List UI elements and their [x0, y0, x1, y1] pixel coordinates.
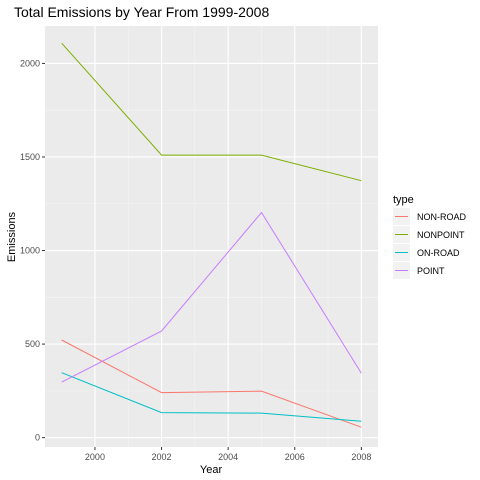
- series-line-non-road: [61, 339, 362, 428]
- legend-title: type: [393, 194, 414, 206]
- gridlines: [45, 26, 378, 447]
- x-tick-label: 2000: [85, 452, 105, 462]
- series-line-on-road: [61, 372, 362, 422]
- y-axis-title: Emissions: [6, 211, 18, 262]
- y-tick-label: 1500: [20, 152, 40, 162]
- y-tick-label: 1000: [20, 246, 40, 256]
- legend-label-on-road: ON-ROAD: [417, 248, 460, 258]
- series-line-point: [61, 211, 362, 383]
- x-tick-label: 2002: [152, 452, 172, 462]
- y-tick-label: 2000: [20, 58, 40, 68]
- series-line-nonpoint: [61, 42, 362, 182]
- chart-title: Total Emissions by Year From 1999-2008: [14, 4, 269, 20]
- legend-label-nonpoint: NONPOINT: [417, 230, 465, 240]
- legend-label-non-road: NON-ROAD: [417, 212, 466, 222]
- legend: type NON-ROAD NONPOINT ON-ROAD POINT: [393, 194, 466, 279]
- x-axis-title: Year: [200, 464, 223, 476]
- axis-ticks: 2000 2002 2004 2006 2008 0 500 1000 1500 2000: [20, 58, 371, 462]
- y-tick-label: 0: [35, 433, 40, 443]
- plot-panel: [45, 26, 378, 447]
- legend-label-point: POINT: [417, 266, 445, 276]
- series-lines: [61, 42, 362, 428]
- x-tick-label: 2006: [285, 452, 305, 462]
- x-tick-label: 2004: [218, 452, 238, 462]
- x-tick-label: 2008: [351, 452, 371, 462]
- y-tick-label: 500: [25, 339, 40, 349]
